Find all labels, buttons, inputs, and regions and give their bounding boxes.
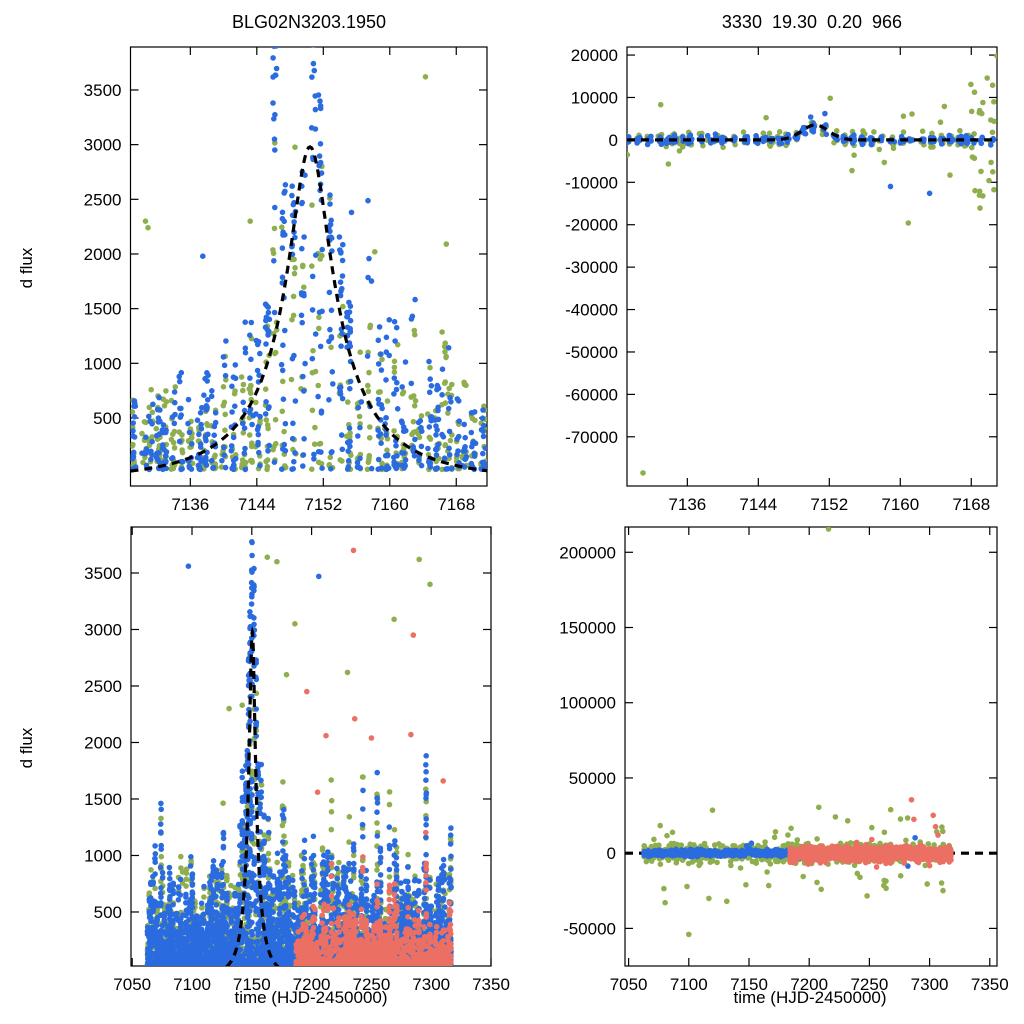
svg-text:0: 0 — [607, 844, 616, 863]
svg-text:7168: 7168 — [437, 495, 475, 514]
svg-text:150000: 150000 — [559, 618, 616, 637]
svg-text:2000: 2000 — [84, 733, 122, 752]
scatter-points-blue — [130, 47, 487, 473]
svg-text:7136: 7136 — [668, 495, 706, 514]
svg-text:7160: 7160 — [881, 495, 919, 514]
svg-text:7152: 7152 — [810, 495, 848, 514]
panel-title-fit-params: 3330 19.30 0.20 966 — [721, 12, 903, 32]
svg-text:-50000: -50000 — [563, 919, 616, 938]
svg-text:1000: 1000 — [84, 846, 122, 865]
svg-text:7250: 7250 — [850, 975, 888, 994]
svg-text:-50000: -50000 — [565, 343, 618, 362]
svg-text:3000: 3000 — [84, 136, 122, 155]
svg-text:7168: 7168 — [952, 495, 990, 514]
svg-text:500: 500 — [93, 409, 121, 428]
svg-text:-10000: -10000 — [565, 173, 618, 192]
x-axis-label-bottom-left: time (HJD-2450000) — [234, 988, 388, 1007]
scatter-points-green — [144, 554, 454, 966]
panel-tl: 7136 7144 7152 7160 7168 500 1000 1500 2000 2500 3… — [84, 46, 488, 514]
svg-text:7152: 7152 — [304, 495, 342, 514]
svg-text:3000: 3000 — [84, 620, 122, 639]
scatter-points-red — [787, 796, 954, 870]
x-axis-label-bottom-right: time (HJD-2450000) — [733, 988, 887, 1007]
svg-text:7250: 7250 — [352, 975, 390, 994]
panel-title-event-zoom: BLG02N3203.1950 — [231, 12, 387, 32]
svg-text:500: 500 — [94, 903, 122, 922]
svg-text:2500: 2500 — [84, 190, 122, 209]
svg-text:-70000: -70000 — [565, 428, 618, 447]
svg-text:3500: 3500 — [84, 564, 122, 583]
svg-text:7100: 7100 — [670, 975, 708, 994]
svg-text:2500: 2500 — [84, 677, 122, 696]
panel-bl: 7050 7100 7150 7200 7250 7300 7350 500 1000 1500 2… — [84, 526, 510, 994]
svg-text:2000: 2000 — [84, 245, 122, 264]
svg-text:7150: 7150 — [233, 975, 271, 994]
svg-text:1000: 1000 — [84, 354, 122, 373]
scatter-points-blue — [627, 110, 996, 197]
svg-text:0: 0 — [609, 131, 618, 150]
y-axis-label-bottom-flux: d flux — [17, 727, 36, 769]
svg-text:7300: 7300 — [412, 975, 450, 994]
svg-text:7136: 7136 — [171, 495, 209, 514]
svg-text:7350: 7350 — [971, 975, 1009, 994]
svg-text:-40000: -40000 — [565, 301, 618, 320]
svg-text:7200: 7200 — [790, 975, 828, 994]
y-axis-label-top-flux: d flux — [17, 247, 36, 289]
svg-text:7144: 7144 — [238, 495, 276, 514]
svg-text:-20000: -20000 — [565, 216, 618, 235]
svg-text:7150: 7150 — [730, 975, 768, 994]
panel-tr: 7136 7144 7152 7160 7168 20000 10000 0 -10000 -20… — [565, 46, 998, 514]
panel-br: 7050 7100 7150 7200 7250 7300 7350 200000 150000… — [559, 526, 1009, 994]
svg-text:10000: 10000 — [571, 88, 618, 107]
svg-text:-60000: -60000 — [565, 385, 618, 404]
svg-text:-30000: -30000 — [565, 258, 618, 277]
svg-text:1500: 1500 — [84, 790, 122, 809]
svg-text:100000: 100000 — [559, 694, 616, 713]
svg-text:7160: 7160 — [371, 495, 409, 514]
svg-text:7350: 7350 — [472, 975, 510, 994]
svg-text:20000: 20000 — [571, 46, 618, 65]
svg-text:7050: 7050 — [113, 975, 151, 994]
svg-text:50000: 50000 — [569, 769, 616, 788]
svg-text:3500: 3500 — [84, 81, 122, 100]
scatter-points-blue — [144, 539, 454, 966]
svg-text:7200: 7200 — [293, 975, 331, 994]
svg-text:7050: 7050 — [610, 975, 648, 994]
svg-text:200000: 200000 — [559, 543, 616, 562]
svg-text:7100: 7100 — [173, 975, 211, 994]
svg-text:7144: 7144 — [739, 495, 777, 514]
scatter-points-red — [293, 547, 454, 966]
svg-text:7300: 7300 — [911, 975, 949, 994]
svg-text:1500: 1500 — [84, 300, 122, 319]
